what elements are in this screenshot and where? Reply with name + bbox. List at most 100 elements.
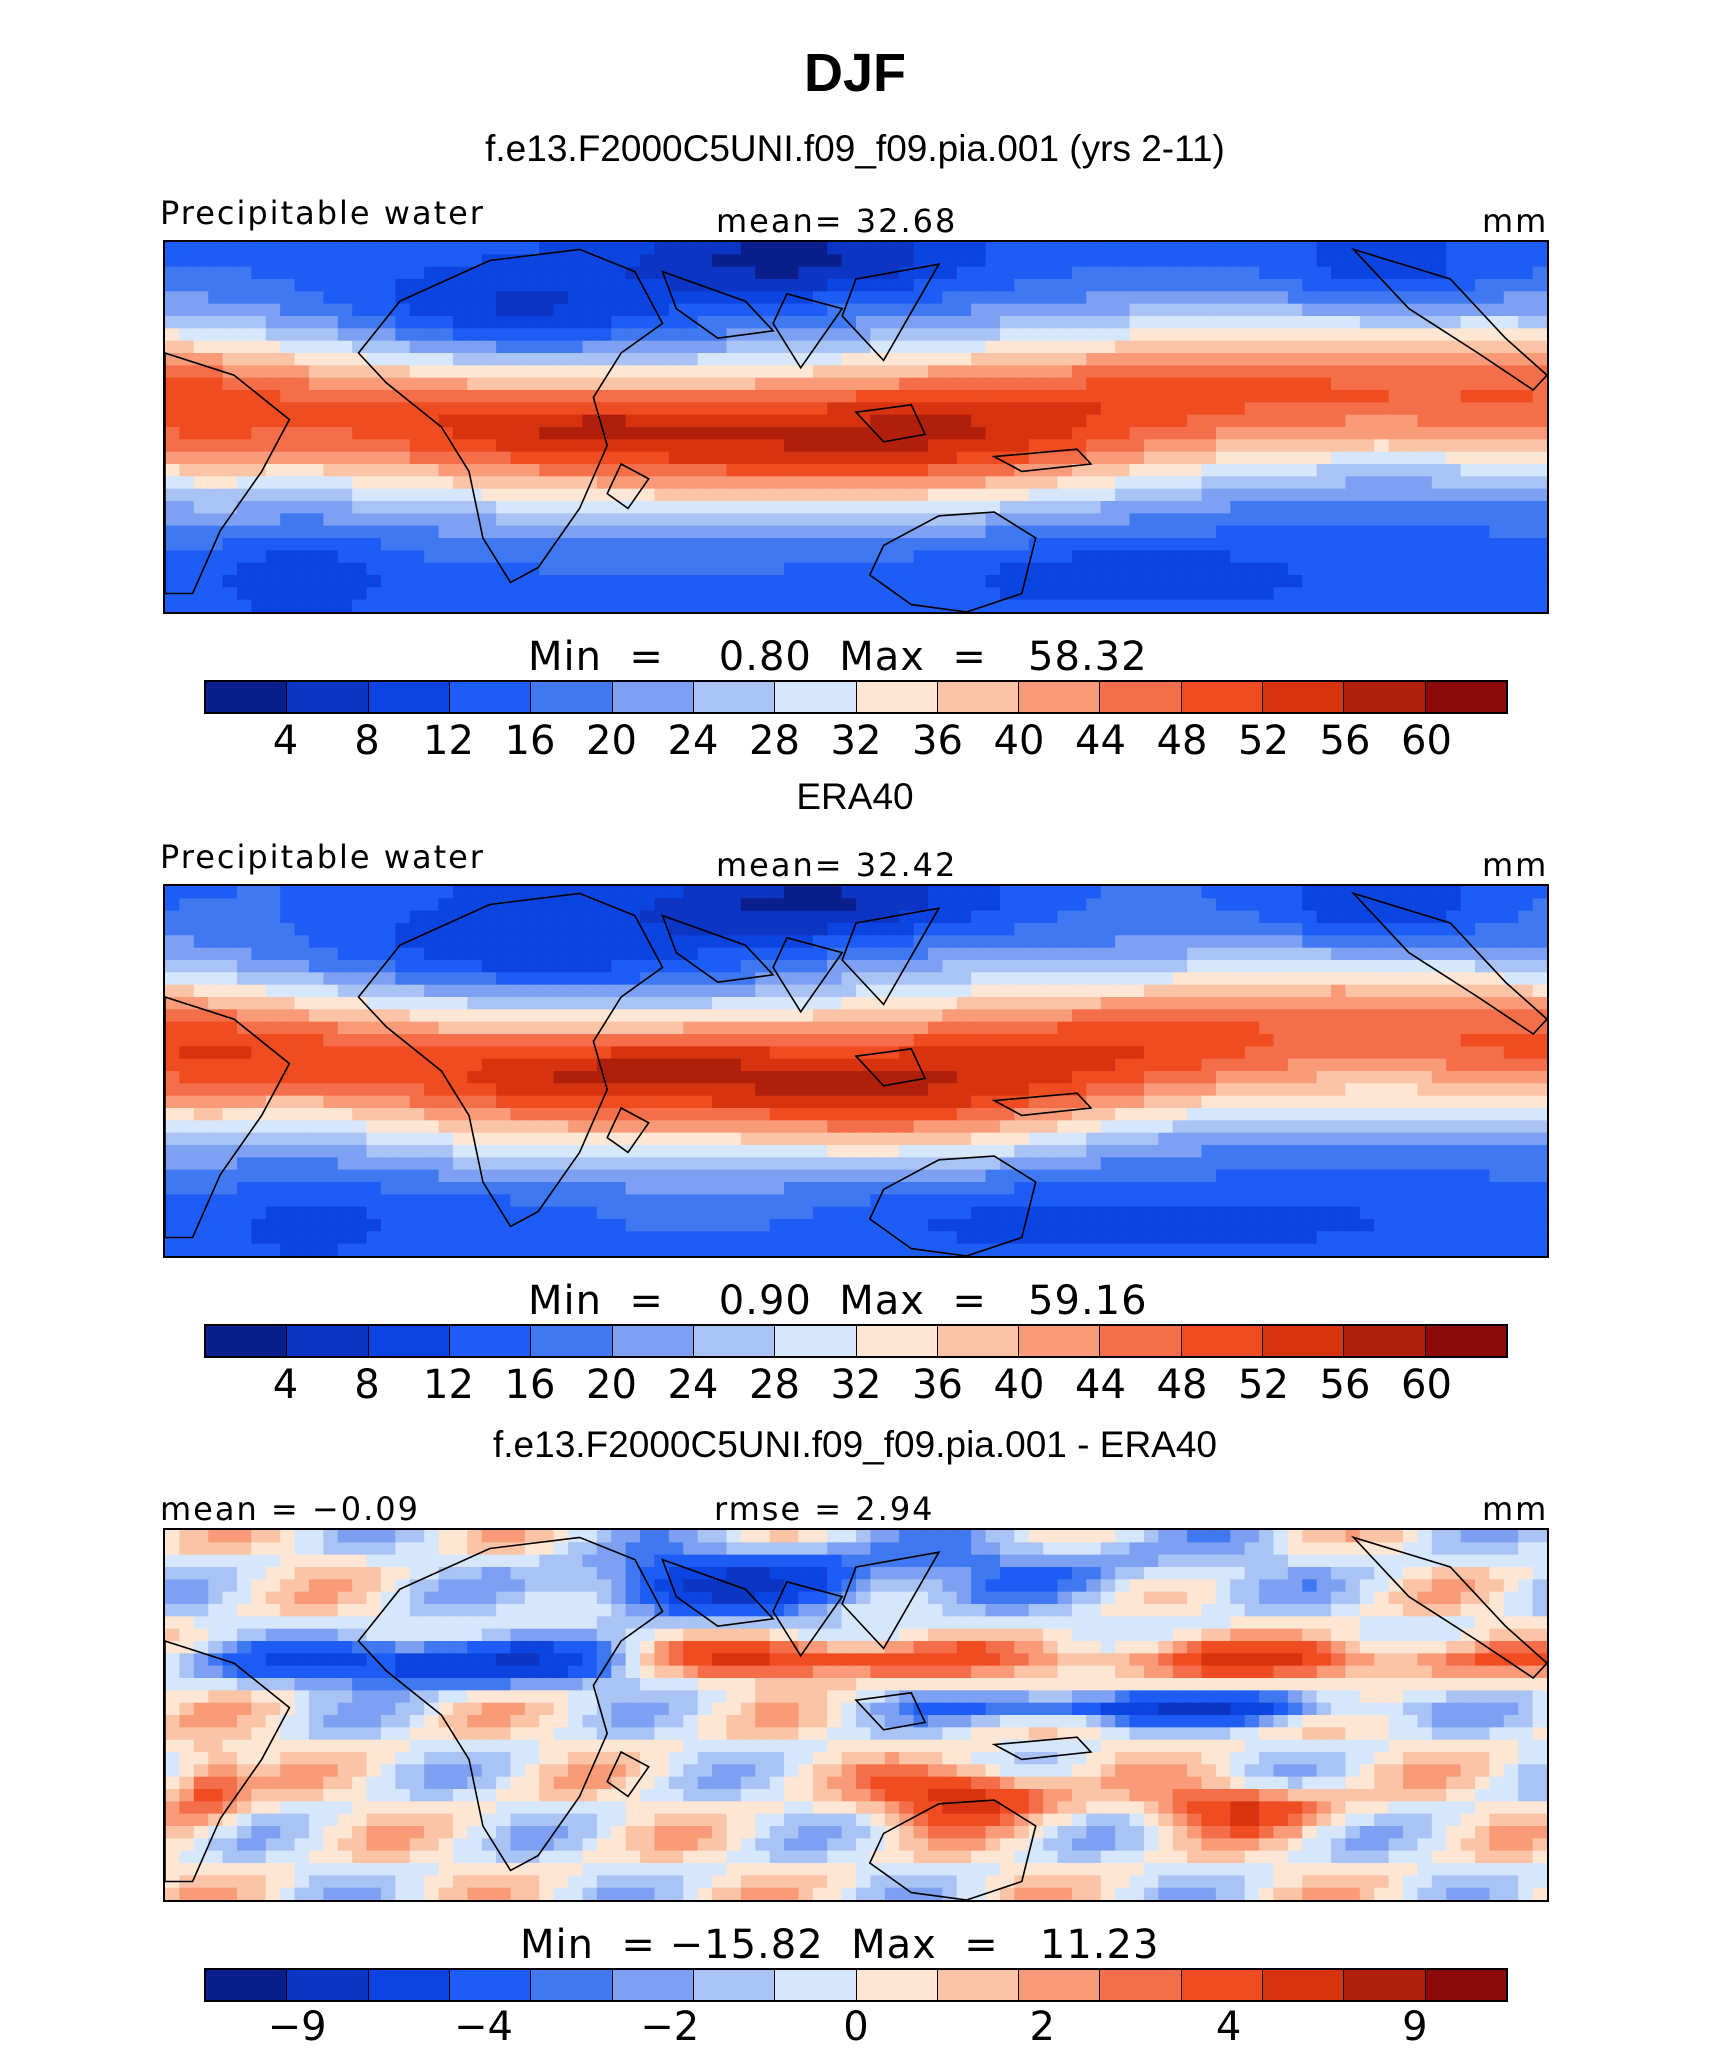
- panel-1-subtitle: f.e13.F2000C5UNI.f09_f09.pia.001 (yrs 2-…: [485, 128, 1225, 169]
- colorbar-cell: [449, 682, 532, 712]
- coastline: [854, 403, 927, 443]
- colorbar-tick-label: 40: [993, 718, 1045, 764]
- coastline: [661, 1558, 775, 1628]
- colorbar-tick-label: 20: [586, 718, 637, 764]
- panel-1-units-label: mm: [1482, 202, 1549, 240]
- colorbar-tick-label: 12: [423, 718, 474, 764]
- colorbar-cell: [1100, 1326, 1182, 1356]
- colorbar-tick-label: 32: [830, 718, 882, 764]
- colorbar-tick-label: 4: [272, 1362, 299, 1408]
- colorbar-cell: [1425, 682, 1506, 712]
- panel-1-map: [163, 240, 1549, 614]
- colorbar-tick-label: 56: [1319, 1362, 1371, 1408]
- colorbar-cell: [937, 1326, 1020, 1356]
- colorbar-cell: [1344, 1970, 1426, 2000]
- colorbar-cell: [1425, 1326, 1506, 1356]
- colorbar-cell: [531, 682, 613, 712]
- colorbar-cell: [1019, 1970, 1101, 2000]
- colorbar-cell: [368, 1970, 450, 2000]
- coastline: [606, 1106, 650, 1154]
- coastline: [841, 1551, 941, 1650]
- coastline: [991, 1736, 1093, 1761]
- panel-3-minmax: Min = −15.82 Max = 11.23: [520, 1922, 1160, 1968]
- colorbar-cell: [531, 1326, 613, 1356]
- panel-3-mean-label: mean = −0.09: [160, 1490, 420, 1528]
- colorbar-tick-label: 32: [830, 1362, 882, 1408]
- colorbar-cell: [1019, 1326, 1101, 1356]
- colorbar-tick-label: 24: [667, 718, 719, 764]
- colorbar-cell: [449, 1970, 532, 2000]
- colorbar-cell: [1425, 1970, 1506, 2000]
- coastline: [772, 936, 844, 1014]
- colorbar-tick-label: 20: [586, 1362, 637, 1408]
- colorbar-tick-label: −2: [640, 2004, 700, 2050]
- panel-1-colorbar: [204, 680, 1508, 714]
- colorbar-cell: [856, 1326, 938, 1356]
- colorbar-tick-label: 48: [1156, 718, 1208, 764]
- colorbar-cell: [693, 1970, 776, 2000]
- colorbar-cell: [1100, 1970, 1182, 2000]
- colorbar-cell: [206, 1326, 288, 1356]
- coastline: [165, 1640, 291, 1883]
- coastline: [357, 248, 664, 584]
- coastline: [841, 263, 941, 362]
- colorbar-cell: [449, 1326, 532, 1356]
- colorbar-cell: [856, 1970, 938, 2000]
- colorbar-tick-label: 60: [1401, 1362, 1452, 1408]
- figure-title: DJF: [803, 43, 906, 103]
- panel-3-units-label: mm: [1482, 1490, 1549, 1528]
- colorbar-cell: [693, 1326, 776, 1356]
- colorbar-cell: [1181, 1326, 1264, 1356]
- panel-2-colorbar-ticks: 4 8 12 16 20 24 28 32 36 40 44 48 52 56 60: [0, 1362, 1710, 1412]
- coastline: [841, 907, 941, 1006]
- colorbar-cell: [206, 682, 288, 712]
- colorbar-cell: [1344, 1326, 1426, 1356]
- colorbar-tick-label: 28: [749, 718, 800, 764]
- colorbar-tick-label: 40: [993, 1362, 1045, 1408]
- colorbar-cell: [775, 682, 857, 712]
- colorbar-tick-label: 24: [667, 1362, 719, 1408]
- coastline: [1350, 891, 1547, 1036]
- coastline: [991, 448, 1093, 473]
- colorbar-tick-label: 28: [749, 1362, 800, 1408]
- coastline: [854, 1047, 927, 1087]
- panel-1-colorbar-ticks: 4 8 12 16 20 24 28 32 36 40 44 48 52 56 60: [0, 718, 1710, 768]
- colorbar-cell: [1100, 682, 1182, 712]
- map-field: [165, 886, 1547, 1256]
- colorbar-tick-label: 16: [504, 718, 556, 764]
- colorbar-cell: [937, 1970, 1020, 2000]
- colorbar-tick-label: 44: [1075, 1362, 1126, 1408]
- panel-3-map: [163, 1528, 1549, 1902]
- coastline: [357, 1536, 664, 1872]
- colorbar-cell: [1263, 682, 1345, 712]
- colorbar-tick-label: 12: [423, 1362, 474, 1408]
- colorbar-cell: [856, 682, 938, 712]
- panel-2-colorbar: [204, 1324, 1508, 1358]
- panel-1-minmax: Min = 0.80 Max = 58.32: [528, 634, 1148, 680]
- colorbar-tick-label: 36: [912, 718, 963, 764]
- coastline: [1350, 247, 1547, 392]
- colorbar-tick-label: 4: [272, 718, 299, 764]
- panel-2-minmax: Min = 0.90 Max = 59.16: [528, 1278, 1148, 1324]
- colorbar-cell: [937, 682, 1020, 712]
- colorbar-tick-label: 36: [912, 1362, 963, 1408]
- coastline: [868, 1155, 1037, 1256]
- colorbar-tick-label: 16: [504, 1362, 556, 1408]
- colorbar-tick-label: 8: [354, 1362, 380, 1408]
- panel-2-subtitle: ERA40: [796, 776, 914, 817]
- colorbar-cell: [1263, 1326, 1345, 1356]
- coastline: [991, 1092, 1093, 1117]
- coastline: [661, 270, 775, 340]
- panel-3-colorbar: [204, 1968, 1508, 2002]
- coastline: [661, 914, 775, 984]
- map-field: [165, 242, 1547, 612]
- colorbar-cell: [531, 1970, 613, 2000]
- colorbar-cell: [1019, 682, 1101, 712]
- colorbar-cell: [206, 1970, 288, 2000]
- colorbar-cell: [612, 1326, 694, 1356]
- coastline: [772, 292, 844, 370]
- colorbar-tick-label: −9: [267, 2004, 327, 2050]
- colorbar-cell: [368, 1326, 450, 1356]
- colorbar-cell: [287, 682, 369, 712]
- coastline: [1350, 1535, 1547, 1680]
